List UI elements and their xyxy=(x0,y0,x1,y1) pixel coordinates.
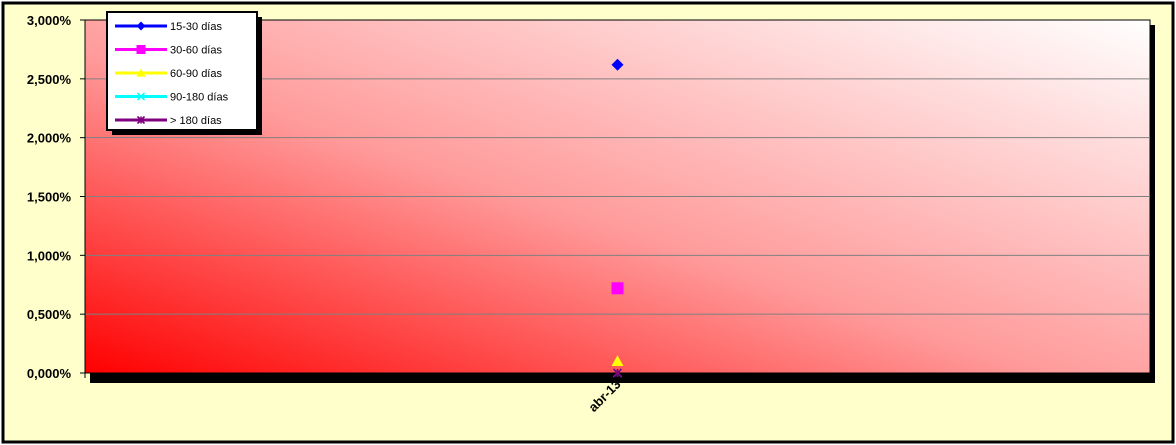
y-tick-label-3: 1,500% xyxy=(27,190,72,205)
y-tick-label-1: 0,500% xyxy=(27,307,72,322)
legend-label-1: 30-60 días xyxy=(170,45,222,57)
y-tick-label-0: 0,000% xyxy=(27,366,72,381)
data-point-1-0 xyxy=(612,282,624,294)
legend-label-2: 60-90 días xyxy=(170,68,222,80)
y-tick-label-6: 3,000% xyxy=(27,13,72,28)
y-tick-label-4: 2,000% xyxy=(27,131,72,146)
legend-label-0: 15-30 días xyxy=(170,21,222,33)
legend-label-4: > 180 días xyxy=(170,115,222,127)
legend-label-3: 90-180 días xyxy=(170,92,229,104)
legend: 15-30 días 30-60 días 60-90 días 90-180 día… xyxy=(107,12,262,135)
legend-marker-1 xyxy=(137,45,146,54)
y-tick-label-5: 2,500% xyxy=(27,72,72,87)
y-tick-label-2: 1,000% xyxy=(27,248,72,263)
